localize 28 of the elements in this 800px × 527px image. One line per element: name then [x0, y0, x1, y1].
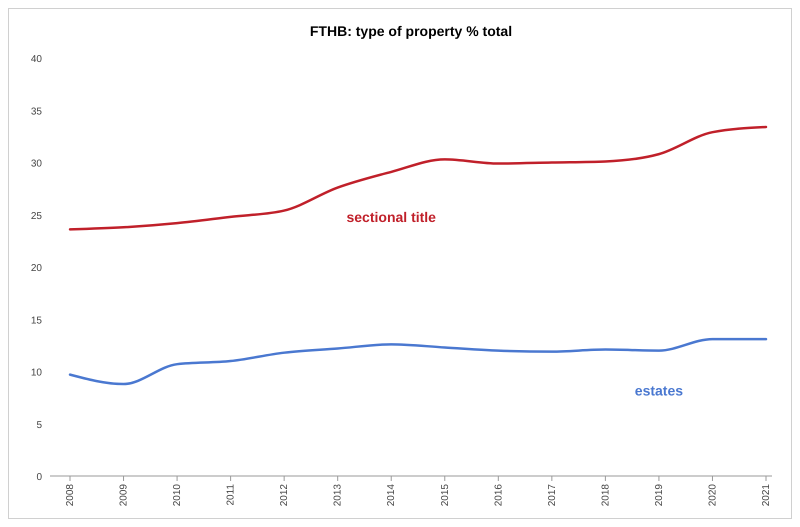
y-tick-label: 35 [30, 106, 42, 118]
x-tick-label: 2011 [226, 484, 237, 506]
x-tick-label: 2021 [761, 484, 772, 506]
x-tick-label: 2019 [654, 484, 665, 506]
y-tick-label: 15 [30, 315, 42, 326]
y-tick-label: 0 [36, 472, 42, 483]
x-tick-label: 2010 [172, 484, 184, 506]
x-tick-label: 2015 [440, 484, 451, 506]
y-tick-label: 10 [30, 368, 42, 378]
line-series [68, 126, 768, 231]
x-tick-label: 2008 [65, 484, 76, 506]
x-tick-label: 2012 [279, 484, 290, 506]
y-tick-label: 20 [30, 263, 42, 274]
x-tick-label: 2020 [707, 484, 718, 506]
y-tick-label: 40 [30, 54, 42, 65]
y-tick-label: 5 [36, 420, 42, 431]
y-tick-label: 30 [30, 158, 42, 170]
x-tick-label: 2017 [546, 484, 558, 506]
x-tick-label: 2014 [386, 484, 398, 506]
text: estates [634, 382, 684, 399]
x-tick-label: 2016 [493, 484, 504, 506]
x-tick-label: 2013 [332, 484, 344, 506]
chart-title: FTHB: type of property % total [310, 23, 512, 39]
x-tick-label: 2018 [600, 484, 612, 506]
y-tick-label: 25 [30, 210, 42, 222]
line-series [68, 338, 768, 386]
x-tick-label: 2009 [118, 484, 130, 506]
series-label: sectional title [346, 208, 436, 225]
